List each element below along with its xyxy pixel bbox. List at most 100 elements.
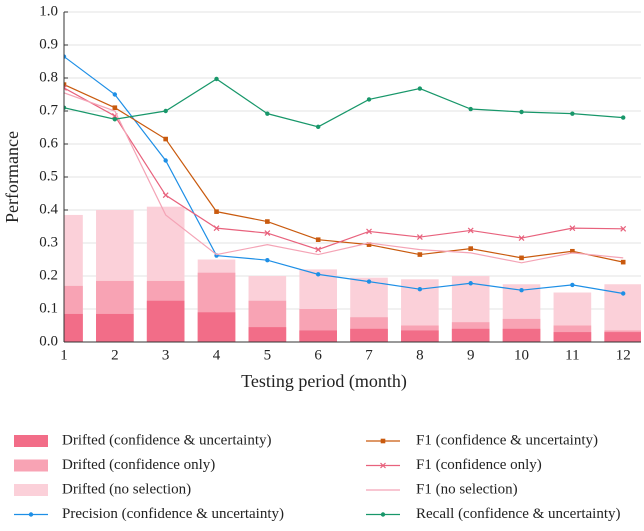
y-tick-label: 0.0 [39,333,58,349]
legend-label: Drifted (confidence & uncertainty) [62,432,272,448]
legend-label: F1 (no selection) [416,481,518,497]
y-tick-label: 0.6 [39,135,58,151]
x-tick-label: 7 [365,347,373,363]
legend-label: Precision (confidence & uncertainty) [62,506,284,522]
point [112,92,118,97]
point [366,228,372,235]
point [468,106,473,112]
y-tick-label: 0.5 [39,168,58,184]
point [569,225,576,232]
x-tick-label: 11 [565,347,579,363]
y-tick-label: 0.4 [39,201,58,217]
point [417,86,423,91]
plot-area [64,54,641,342]
point [264,230,271,237]
point [519,109,524,115]
point [468,281,473,286]
point [163,108,168,114]
point [315,246,322,253]
point [315,237,321,242]
legend-swatch [14,484,48,496]
x-tick-label: 6 [314,347,322,363]
legend-swatch [14,459,48,472]
point [570,248,575,254]
x-tick-label: 10 [514,347,529,363]
point [366,97,372,102]
point [620,259,626,265]
point [519,255,524,261]
legend-item: Drifted (confidence & uncertainty) [14,432,272,448]
y-tick-label: 0.9 [39,36,58,52]
point [265,219,270,224]
bar [299,330,337,342]
y-tick-label: 0.1 [39,300,58,316]
legend-item: F1 (confidence only) [366,457,542,473]
bar [553,332,592,342]
point [163,158,168,163]
y-tick-label: 1.0 [39,3,58,19]
point [265,111,270,116]
point [315,124,321,130]
point [468,246,473,251]
point [380,438,386,444]
point [416,234,423,240]
legend-label: Drifted (no selection) [62,481,191,497]
legend-label: Drifted (confidence only) [62,457,215,473]
point [214,209,219,214]
point [163,136,168,142]
bar [604,332,641,342]
y-tick-label: 0.7 [39,102,58,118]
bar [197,312,236,342]
bar [502,328,541,342]
point [417,287,423,292]
point [64,82,67,87]
point [519,287,524,293]
y-tick-label: 0.8 [39,69,58,85]
x-axis-label: Testing period (month) [241,371,407,392]
point [162,192,169,199]
point [620,225,627,232]
line [64,56,624,295]
point [366,279,372,284]
bar [96,313,134,342]
point [621,115,626,120]
y-tick-label: 0.2 [39,267,58,283]
x-tick-label: 1 [60,347,68,363]
point [64,84,67,91]
point [214,76,219,82]
x-tick-label: 5 [264,347,272,363]
point [366,242,372,247]
x-tick-label: 2 [111,347,119,363]
point [417,252,423,257]
line [64,92,624,264]
x-tick-label: 3 [162,347,170,363]
point [265,257,270,263]
bar [248,327,287,342]
bar [146,300,185,342]
x-tick-label: 12 [616,347,631,363]
bar [64,313,83,342]
legend-label: F1 (confidence only) [416,457,542,473]
line [64,84,624,263]
point [570,111,575,116]
point [315,272,321,277]
point [64,54,67,59]
legend-item: Precision (confidence & uncertainty) [14,506,284,522]
point [112,105,118,110]
legend-swatch [14,435,48,447]
point [570,282,575,288]
legend-label: Recall (confidence & uncertainty) [416,506,621,522]
legend-label: F1 (confidence & uncertainty) [416,432,598,448]
point [467,227,474,234]
point [380,512,386,517]
bar [401,330,439,342]
point [380,462,386,469]
legend-item: F1 (confidence & uncertainty) [366,432,598,448]
point [28,512,34,517]
legend-item: Recall (confidence & uncertainty) [366,506,621,522]
x-tick-label: 9 [467,347,475,363]
point [621,291,626,296]
bar [451,328,490,342]
legend-item: Drifted (confidence only) [14,457,215,473]
